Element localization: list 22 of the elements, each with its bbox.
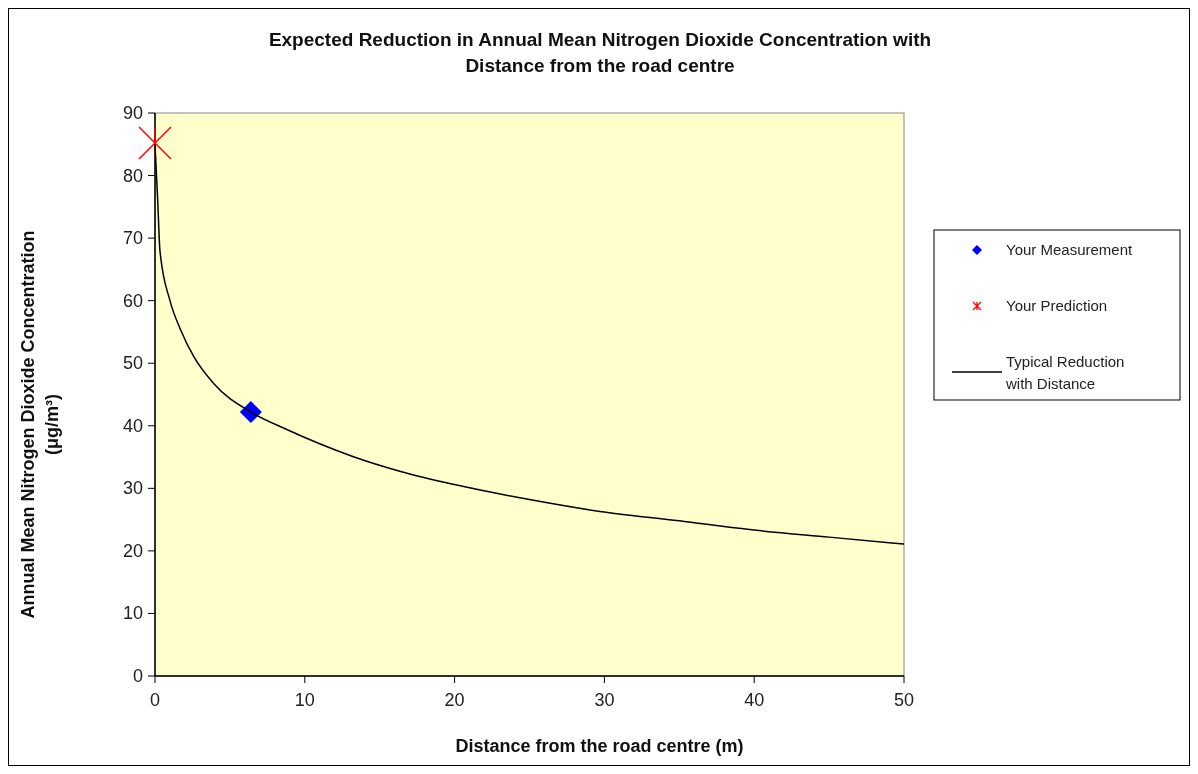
x-tick-label: 10 — [294, 690, 315, 710]
y-tick-label: 0 — [132, 666, 143, 686]
y-tick-label: 50 — [122, 353, 143, 374]
y-tick-label: 30 — [122, 478, 143, 499]
y-tick-label: 10 — [122, 603, 143, 624]
x-tick-label: 20 — [444, 690, 465, 710]
y-tick-label: 20 — [122, 540, 143, 561]
legend-label: Your Prediction — [1006, 297, 1108, 314]
chart-title: Expected Reduction in Annual Mean Nitrogen Dioxide Concentration with Distance from the road centre — [268, 29, 932, 76]
x-tick-label: 30 — [594, 690, 615, 710]
legend-label: Typical Reduction with Distance — [1005, 353, 1125, 392]
legend-label: Your Measurement — [1006, 241, 1134, 258]
y-tick-label: 70 — [122, 228, 143, 249]
x-tick-label: 0 — [149, 690, 161, 710]
x-tick-label: 40 — [744, 690, 765, 710]
y-tick-label: 90 — [122, 103, 143, 123]
x-tick-label: 50 — [893, 690, 915, 710]
y-tick-label: 60 — [122, 290, 143, 311]
x-axis-title: Distance from the road centre (m) — [455, 736, 744, 756]
y-axis-title: Annual Mean Nitrogen Dioxide Concentration (μg/m³) — [18, 230, 62, 619]
y-tick-label: 80 — [122, 165, 143, 186]
y-tick-label: 40 — [122, 415, 143, 436]
